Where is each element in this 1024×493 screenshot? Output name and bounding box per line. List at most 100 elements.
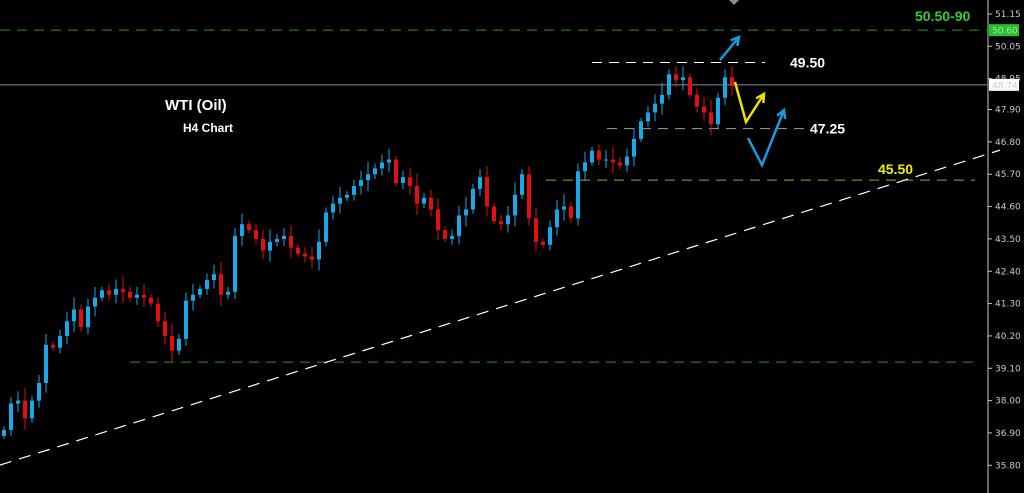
candle-up	[177, 338, 181, 351]
projection-arrow	[733, 81, 766, 126]
candle-down	[23, 400, 27, 419]
candle-up	[191, 294, 195, 301]
candle-up	[478, 177, 482, 189]
candle-up	[716, 97, 720, 125]
candle-up	[562, 206, 566, 210]
candle-up	[506, 215, 510, 225]
candle-down	[702, 106, 706, 113]
candle-down	[254, 230, 258, 239]
level-label: 45.50	[878, 161, 913, 177]
price-tag-label: 48.74	[992, 81, 1018, 91]
candle-up	[198, 288, 202, 295]
candle-up	[646, 112, 650, 122]
candle-down	[128, 291, 132, 298]
candle-up	[359, 180, 363, 186]
y-tick-label: 41.30	[995, 300, 1021, 310]
candle-up	[226, 291, 230, 295]
y-tick-label: 47.90	[995, 106, 1021, 116]
price-tag	[989, 78, 1019, 91]
candle-up	[723, 77, 727, 98]
projection-arrow	[746, 109, 786, 168]
candle-down	[107, 290, 111, 295]
candle-up	[590, 150, 594, 163]
candle-up	[114, 288, 118, 295]
y-tick-label: 44.60	[995, 203, 1021, 213]
candle-up	[184, 300, 188, 339]
candle-up	[275, 238, 279, 242]
candle-up	[387, 159, 391, 163]
candle-up	[72, 309, 76, 322]
candle-down	[219, 274, 223, 295]
level-label: 47.25	[810, 121, 845, 137]
candle-down	[569, 206, 573, 219]
candle-down	[492, 206, 496, 222]
y-tick-label: 50.05	[995, 42, 1021, 52]
candle-up	[282, 235, 286, 239]
candle-down	[247, 224, 251, 231]
projection-arrow	[719, 36, 740, 61]
candle-up	[457, 215, 461, 236]
candle-down	[709, 112, 713, 125]
candle-up	[93, 297, 97, 307]
candle-down	[156, 303, 160, 322]
candle-up	[352, 185, 356, 195]
candle-up	[9, 403, 13, 431]
candle-up	[422, 197, 426, 204]
candle-up	[548, 227, 552, 245]
chart-title: WTI (Oil)	[165, 97, 227, 114]
candle-up	[604, 159, 608, 161]
candle-up	[324, 212, 328, 242]
price-tag-label: 50.60	[992, 27, 1018, 37]
candle-up	[268, 241, 272, 251]
candle-up	[317, 241, 321, 260]
candle-up	[338, 197, 342, 204]
candle-down	[415, 185, 419, 204]
candle-up	[653, 103, 657, 113]
candle-up	[373, 168, 377, 175]
candle-down	[429, 197, 433, 210]
candle-up	[632, 138, 636, 157]
y-tick-label: 42.40	[995, 267, 1021, 277]
candle-up	[555, 209, 559, 228]
candle-up	[401, 177, 405, 184]
candle-up	[513, 194, 517, 216]
candle-up	[464, 209, 468, 216]
candle-down	[541, 241, 545, 245]
y-tick-label: 39.10	[995, 364, 1021, 374]
candle-down	[394, 159, 398, 184]
candle-down	[436, 209, 440, 231]
arrow-head-icon	[730, 34, 741, 47]
candle-down	[611, 159, 615, 163]
trendline	[0, 149, 1001, 466]
chart-subtitle: H4 Chart	[183, 121, 234, 135]
candle-down	[149, 297, 153, 304]
scroll-marker-icon	[729, 0, 739, 5]
candle-up	[331, 203, 335, 213]
candle-up	[345, 194, 349, 198]
candle-up	[625, 156, 629, 166]
candle-up	[366, 174, 370, 181]
candle-down	[296, 247, 300, 254]
y-tick-label: 43.50	[995, 235, 1021, 245]
candle-down	[527, 174, 531, 219]
candle-down	[408, 177, 412, 186]
candle-up	[240, 224, 244, 236]
candle-down	[170, 335, 174, 351]
candle-down	[289, 235, 293, 248]
candle-down	[443, 230, 447, 239]
candle-down	[310, 256, 314, 260]
candle-down	[534, 218, 538, 242]
candle-up	[212, 274, 216, 281]
level-label: 50.50-90	[915, 8, 970, 24]
candle-up	[471, 188, 475, 210]
candle-up	[65, 321, 69, 336]
candle-up	[30, 400, 34, 419]
candle-up	[233, 235, 237, 292]
candle-down	[163, 321, 167, 336]
candle-down	[597, 150, 601, 160]
candle-up	[681, 77, 685, 81]
arrow-head-icon	[776, 107, 787, 120]
candle-down	[688, 77, 692, 95]
arrow-head-icon	[755, 91, 766, 104]
candle-up	[639, 121, 643, 139]
